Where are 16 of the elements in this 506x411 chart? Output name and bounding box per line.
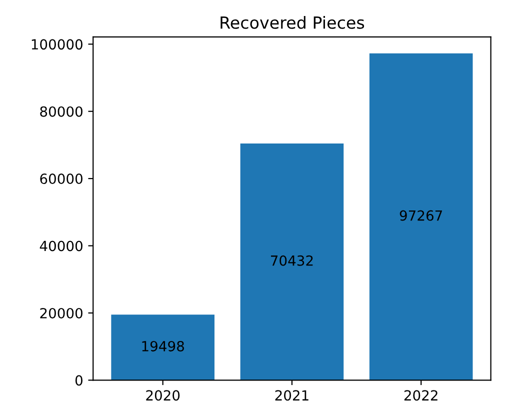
data-label: 19498 xyxy=(142,340,184,352)
data-label: 70432 xyxy=(271,255,313,266)
y-tick-label: 100000 xyxy=(32,39,82,50)
x-tick-label: 2020 xyxy=(146,390,180,401)
bar xyxy=(111,314,214,380)
y-tick-label: 40000 xyxy=(40,240,82,252)
bar xyxy=(240,144,344,380)
y-tick-label: 20000 xyxy=(40,308,82,318)
data-label: 97267 xyxy=(400,210,442,221)
y-tick-label: 0 xyxy=(75,375,82,386)
bar xyxy=(369,53,473,380)
x-tick-label: 2022 xyxy=(404,390,438,401)
y-tick-label: 60000 xyxy=(40,174,82,184)
y-tick-label: 80000 xyxy=(40,106,82,117)
chart-title: Recovered Pieces xyxy=(220,16,364,29)
x-tick-label: 2021 xyxy=(275,390,308,401)
